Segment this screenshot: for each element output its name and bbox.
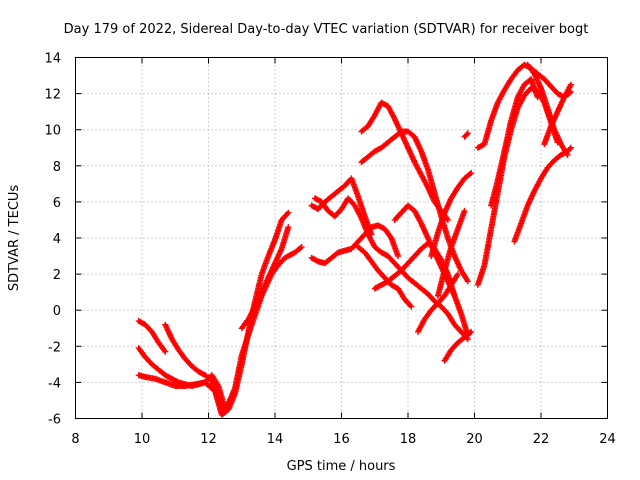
y-tick-label: 4 — [53, 232, 61, 247]
series-12 — [358, 128, 471, 285]
data-point — [534, 94, 541, 101]
series-15 — [414, 271, 461, 335]
series-22 — [488, 76, 541, 209]
data-point — [461, 207, 468, 214]
y-tick-label: 6 — [53, 196, 61, 211]
y-tick-label: -4 — [48, 376, 61, 391]
data-point — [444, 216, 451, 223]
series-17 — [441, 328, 475, 364]
data-point — [567, 81, 574, 88]
data-point — [285, 209, 292, 216]
x-tick-label: 22 — [533, 432, 550, 447]
series-3 — [135, 318, 169, 355]
data-point — [463, 131, 470, 138]
data-point — [567, 144, 574, 151]
y-tick-label: 10 — [44, 124, 61, 139]
grid — [75, 57, 608, 419]
series-20 — [474, 61, 574, 151]
data-point — [162, 348, 169, 355]
series-9 — [308, 222, 402, 267]
y-tick-label: -6 — [48, 413, 61, 428]
data-point — [454, 271, 461, 278]
y-tick-label: 12 — [44, 88, 61, 103]
data-point — [468, 170, 475, 177]
plot-frame — [75, 57, 608, 419]
series-19 — [461, 130, 471, 140]
x-tick-label: 12 — [200, 432, 217, 447]
series-6 — [238, 224, 292, 332]
data-point — [298, 244, 305, 251]
chart-title: Day 179 of 2022, Sidereal Day-to-day VTE… — [64, 22, 589, 37]
data-point — [408, 303, 415, 310]
x-tick-label: 10 — [134, 432, 151, 447]
y-tick-label: 14 — [44, 52, 61, 67]
series-18 — [434, 207, 468, 299]
x-tick-label: 24 — [599, 432, 616, 447]
data-point — [451, 292, 458, 299]
x-axis-label: GPS time / hours — [287, 459, 396, 474]
y-tick-labels: -6 -4 -2 0 2 4 6 8 10 12 14 — [44, 52, 61, 428]
data-point — [285, 224, 292, 231]
data-marks — [135, 61, 574, 418]
y-axis-label: SDTVAR / TECUs — [7, 185, 22, 292]
data-point — [468, 328, 475, 335]
x-tick-label: 8 — [71, 432, 79, 447]
series-8 — [311, 195, 471, 343]
x-tick-label: 14 — [267, 432, 284, 447]
y-tick-label: 8 — [53, 160, 61, 175]
data-point — [464, 130, 471, 137]
data-point — [395, 253, 402, 260]
y-tick-label: -2 — [48, 340, 61, 355]
y-tick-label: 2 — [53, 268, 61, 283]
data-point — [464, 278, 471, 285]
x-tick-labels: 8 10 12 14 16 18 20 22 24 — [71, 432, 615, 447]
y-tick-label: 0 — [53, 304, 61, 319]
series-16 — [428, 170, 475, 260]
series-24 — [541, 81, 574, 148]
series-25 — [511, 144, 574, 245]
series-23 — [524, 61, 571, 158]
x-tick-label: 16 — [333, 432, 350, 447]
x-tick-label: 18 — [400, 432, 417, 447]
data-point — [566, 145, 573, 152]
x-tick-label: 20 — [466, 432, 483, 447]
